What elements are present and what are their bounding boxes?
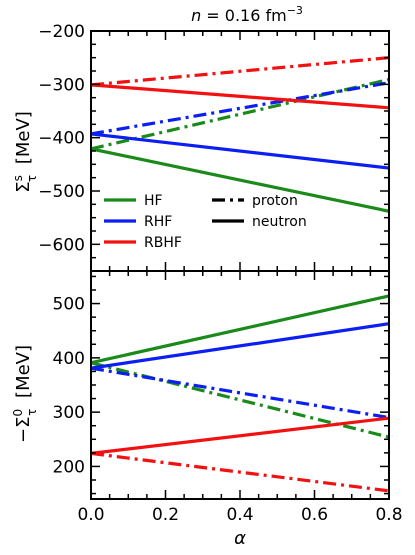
top-line-rhf-neutron: [91, 132, 389, 170]
x-tick-label: 0.4: [226, 505, 253, 525]
top-ytick-label: −200: [38, 22, 85, 42]
bottom-ytick-label: 400: [53, 349, 85, 369]
top-line-rhf-proton: [91, 81, 389, 136]
top-ytick-label: −400: [38, 129, 85, 149]
legend-label-proton: proton: [252, 193, 298, 209]
bottom-line-hf-neutron: [91, 294, 389, 365]
bottom-line-hf-proton: [91, 361, 389, 439]
top-line-rbhf-proton: [91, 56, 389, 87]
legend: HF RHF RBHF proton neutron: [104, 193, 307, 251]
legend-label-hf: HF: [144, 193, 163, 209]
bottom-line-rbhf-neutron: [91, 416, 389, 455]
bottom-ytick-label: 200: [53, 457, 85, 477]
bottom-panel: 200 300 400 500 0.0 0.2 0.4 0.6 0.8: [53, 270, 403, 525]
legend-label-rhf: RHF: [144, 214, 172, 230]
top-line-rbhf-neutron: [91, 83, 389, 110]
top-ytick-label: −500: [38, 182, 85, 202]
bottom-line-rhf-neutron: [91, 322, 389, 370]
bottom-line-rhf-proton: [91, 366, 389, 420]
legend-label-rbhf: RBHF: [144, 235, 182, 251]
top-panel: −600 −500 −400 −300 −200: [38, 22, 390, 272]
x-tick-label: 0.2: [152, 505, 179, 525]
x-axis-label: α: [234, 528, 246, 549]
x-tick-label: 0.6: [301, 505, 328, 525]
top-ytick-label: −600: [38, 235, 85, 255]
chart-title: n = 0.16 fm−3: [191, 4, 303, 25]
bottom-panel-frame: [90, 270, 390, 500]
top-line-hf-neutron: [91, 147, 389, 213]
top-ytick-label: −300: [38, 75, 85, 95]
bottom-line-rbhf-proton: [91, 451, 389, 493]
bottom-y-axis-label: −Σ0τ [MeV]: [11, 345, 39, 443]
top-y-axis-label: Σsτ [MeV]: [11, 111, 39, 193]
legend-label-neutron: neutron: [252, 214, 307, 230]
x-tick-label: 0.8: [375, 505, 402, 525]
bottom-ytick-label: 300: [53, 403, 85, 423]
bottom-ytick-label: 500: [53, 295, 85, 315]
x-tick-label: 0.0: [77, 505, 104, 525]
